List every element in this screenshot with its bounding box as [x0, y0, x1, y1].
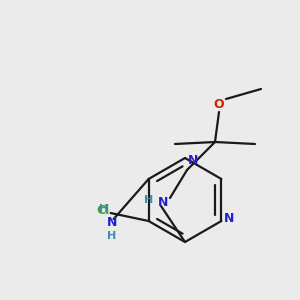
Text: Cl: Cl [96, 205, 109, 218]
Text: N: N [158, 196, 168, 208]
Text: O: O [214, 98, 224, 110]
Text: H: H [144, 195, 154, 205]
Text: N: N [106, 215, 117, 229]
Text: H: H [107, 231, 116, 241]
Text: N: N [224, 212, 235, 226]
Text: N: N [188, 154, 198, 166]
Text: H: H [99, 204, 108, 214]
